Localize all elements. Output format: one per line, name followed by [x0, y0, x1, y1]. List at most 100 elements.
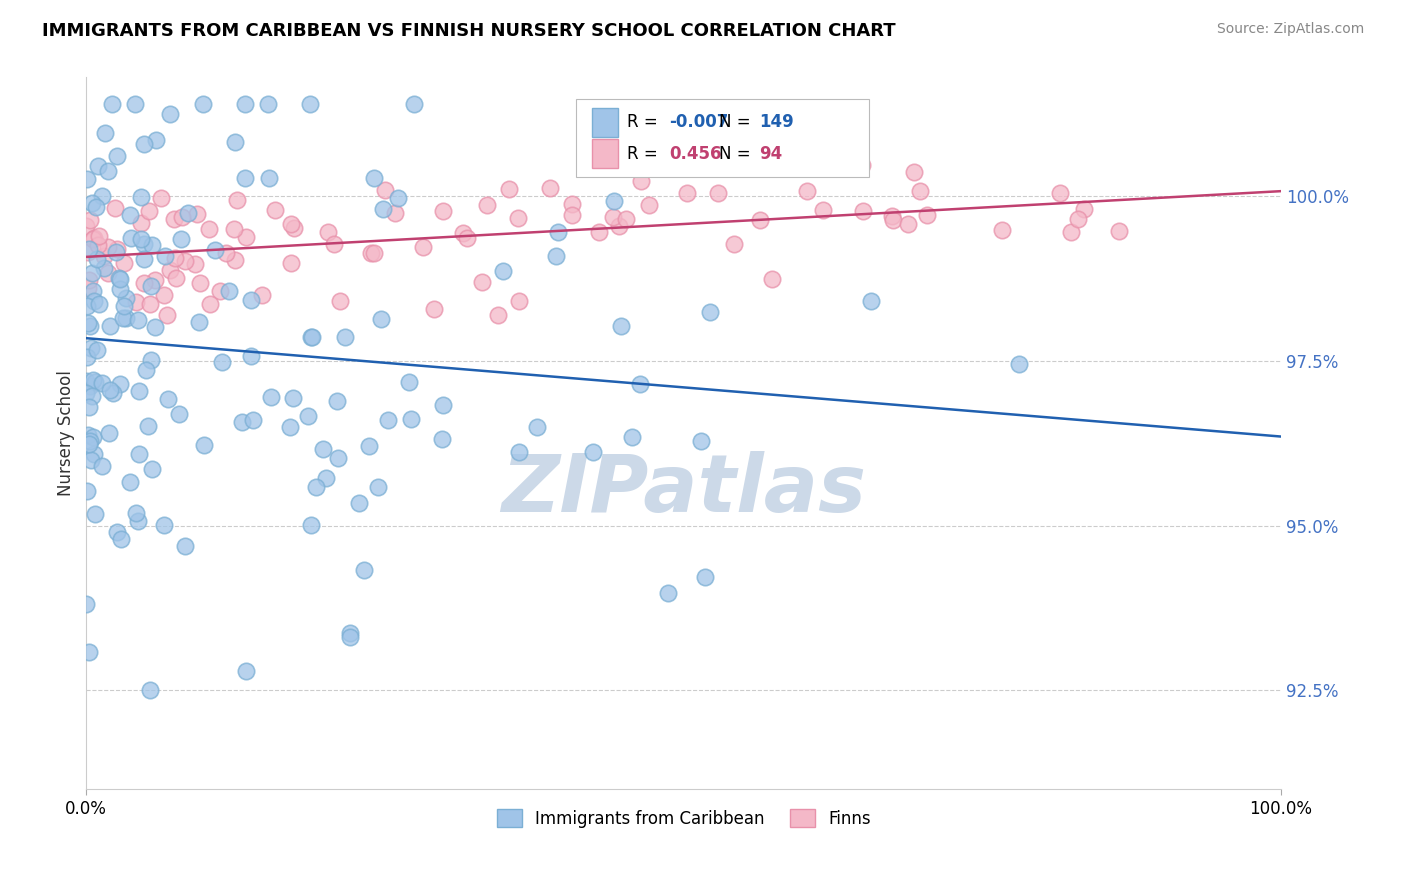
Point: [761, 272, 783, 286]
Point: [156, 308, 179, 322]
Point: [170, 232, 193, 246]
Point: [299, 330, 322, 344]
Point: [1108, 224, 1130, 238]
Point: [110, 532, 132, 546]
Point: [75, 219, 97, 234]
Point: [676, 186, 699, 201]
Point: [508, 294, 530, 309]
Point: [242, 413, 264, 427]
Point: [813, 202, 835, 217]
Point: [125, 294, 148, 309]
Point: [699, 305, 721, 319]
Point: [97, 266, 120, 280]
Point: [690, 434, 713, 448]
Point: [621, 430, 644, 444]
Point: [100, 383, 122, 397]
Point: [377, 413, 399, 427]
Point: [101, 386, 124, 401]
Point: [882, 213, 904, 227]
Point: [127, 313, 149, 327]
Point: [83, 293, 105, 308]
Point: [76, 483, 98, 498]
Point: [104, 245, 127, 260]
Point: [112, 256, 135, 270]
Point: [83, 231, 105, 245]
Point: [471, 276, 494, 290]
Point: [263, 203, 285, 218]
Point: [136, 418, 159, 433]
Point: [82, 232, 104, 246]
Point: [159, 107, 181, 121]
Point: [143, 273, 166, 287]
Point: [90, 459, 112, 474]
Point: [325, 393, 347, 408]
Point: [157, 392, 180, 406]
Point: [76, 350, 98, 364]
Point: [138, 204, 160, 219]
Point: [224, 135, 246, 149]
Point: [77, 437, 100, 451]
Point: [141, 238, 163, 252]
Point: [105, 242, 128, 256]
Point: [198, 296, 221, 310]
Point: [134, 137, 156, 152]
Point: [1049, 186, 1071, 201]
Point: [139, 353, 162, 368]
Point: [139, 297, 162, 311]
Text: Source: ZipAtlas.com: Source: ZipAtlas.com: [1216, 22, 1364, 37]
Point: [353, 563, 375, 577]
Point: [159, 262, 181, 277]
Point: [82, 373, 104, 387]
Point: [79, 213, 101, 227]
Point: [86, 343, 108, 358]
Point: [278, 420, 301, 434]
Point: [143, 320, 166, 334]
Point: [80, 266, 103, 280]
Point: [163, 252, 186, 266]
Point: [104, 201, 127, 215]
Point: [235, 664, 257, 678]
Point: [86, 252, 108, 266]
Point: [880, 209, 903, 223]
Legend: Immigrants from Caribbean, Finns: Immigrants from Caribbean, Finns: [491, 803, 877, 834]
Point: [83, 447, 105, 461]
Point: [1060, 225, 1083, 239]
Point: [371, 202, 394, 217]
Point: [173, 254, 195, 268]
Point: [211, 355, 233, 369]
Point: [299, 96, 322, 111]
Point: [498, 182, 520, 196]
Point: [91, 189, 114, 203]
Point: [224, 222, 246, 236]
Point: [75, 374, 97, 388]
Text: ZIPatlas: ZIPatlas: [501, 451, 866, 529]
Point: [233, 170, 256, 185]
Point: [152, 288, 174, 302]
Point: [908, 184, 931, 198]
Point: [305, 480, 328, 494]
Point: [93, 260, 115, 275]
Point: [486, 308, 509, 322]
Point: [87, 238, 110, 252]
Point: [475, 198, 498, 212]
Point: [173, 539, 195, 553]
Point: [581, 445, 603, 459]
Text: 0.456: 0.456: [669, 145, 721, 162]
Point: [100, 96, 122, 111]
Point: [796, 184, 818, 198]
Point: [115, 291, 138, 305]
Point: [603, 194, 626, 209]
Point: [628, 376, 651, 391]
Point: [141, 462, 163, 476]
Point: [191, 96, 214, 111]
Point: [76, 281, 98, 295]
Point: [588, 225, 610, 239]
Point: [312, 442, 335, 456]
Point: [614, 212, 637, 227]
Point: [118, 475, 141, 489]
Point: [112, 299, 135, 313]
Point: [638, 198, 661, 212]
Point: [204, 243, 226, 257]
Point: [363, 246, 385, 260]
Point: [257, 96, 280, 111]
